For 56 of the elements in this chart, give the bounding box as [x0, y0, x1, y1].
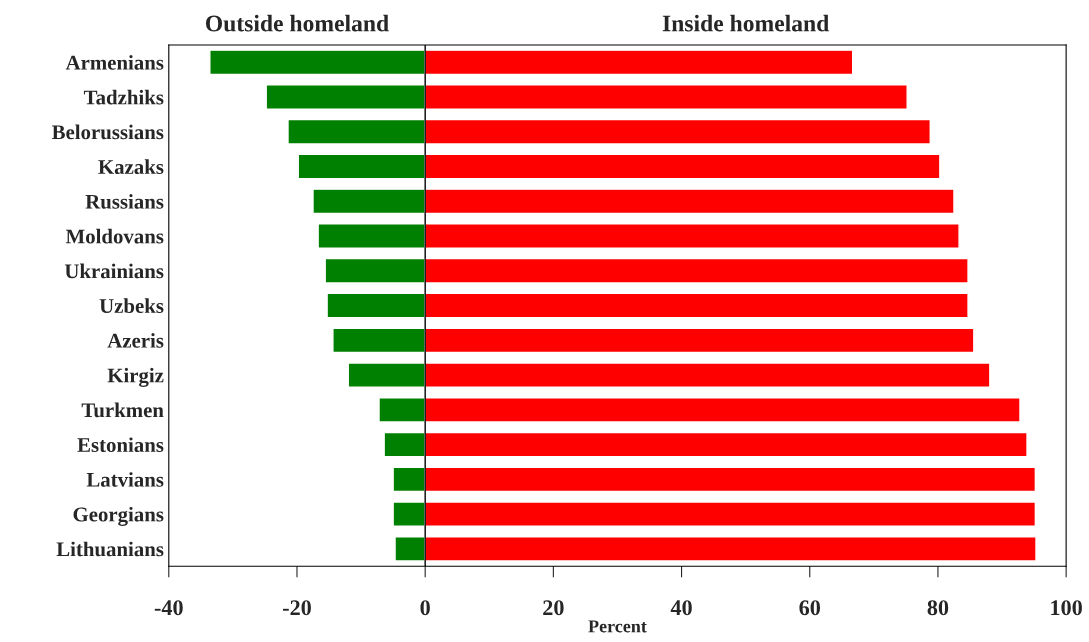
bar [424, 118, 931, 145]
y-tick-label: Latvians [86, 472, 164, 487]
y-tick-label: Azeris [107, 333, 164, 348]
bar [424, 536, 1037, 562]
x-tick-label: -20 [282, 600, 311, 616]
bar [424, 396, 1021, 423]
bar [424, 362, 991, 388]
x-tick-label: 60 [799, 600, 821, 616]
bar [209, 49, 426, 76]
bar [424, 153, 941, 180]
y-tick-label: Armenians [65, 55, 164, 70]
bar [392, 501, 426, 527]
y-tick-label: Turkmen [81, 402, 164, 418]
y-tick-label: Lithuanians [56, 541, 164, 557]
bar [347, 362, 426, 388]
bar [265, 84, 426, 110]
x-axis-title: Percent [588, 620, 647, 633]
bar [424, 327, 975, 354]
bar [394, 536, 426, 562]
bar [326, 292, 426, 319]
x-tick-label: 0 [420, 600, 430, 616]
bar [424, 257, 969, 284]
bar [424, 49, 854, 76]
y-tick-label: Estonians [77, 437, 164, 453]
y-tick-label: Ukrainians [64, 263, 164, 279]
y-tick-label: Russians [85, 194, 164, 209]
x-tick-label: 100 [1051, 600, 1082, 616]
y-tick-label: Moldovans [65, 228, 164, 244]
y-tick-label: Belorussians [51, 124, 164, 140]
y-tick-label: Georgians [73, 506, 164, 526]
y-tick-label: Kazaks [98, 159, 164, 175]
bar [424, 431, 1028, 458]
bar [312, 188, 426, 215]
series-label: Inside homeland [662, 14, 830, 32]
x-tick-label: -40 [154, 600, 183, 616]
y-tick-label: Uzbeks [99, 298, 164, 314]
y-tick-label: Kirgiz [107, 367, 164, 387]
bar [332, 327, 426, 354]
bar [424, 292, 969, 319]
x-tick-label: 20 [543, 600, 564, 616]
bar [287, 118, 426, 145]
bar [392, 466, 426, 493]
series-label: Outside homeland [205, 14, 389, 32]
x-tick-label: 40 [670, 600, 692, 616]
y-tick-label: Tadzhiks [83, 89, 164, 105]
x-tick-label: 80 [927, 600, 949, 616]
bar [378, 396, 426, 423]
bar [297, 153, 426, 180]
bar [383, 431, 426, 458]
bar [424, 223, 960, 249]
bar [424, 188, 955, 215]
bar [424, 466, 1037, 493]
bar [324, 257, 426, 284]
bar [424, 84, 908, 110]
bar [317, 223, 426, 249]
bar [424, 501, 1037, 527]
